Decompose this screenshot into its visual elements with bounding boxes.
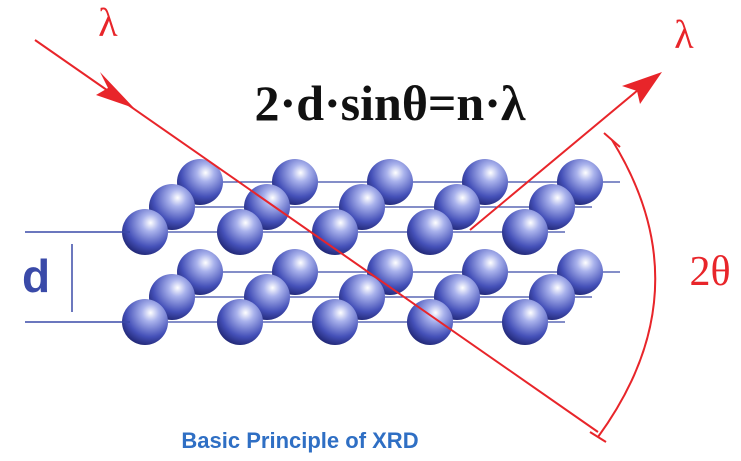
caption: Basic Principle of XRD <box>181 428 418 453</box>
atom <box>217 209 263 255</box>
atom <box>122 299 168 345</box>
atom <box>407 209 453 255</box>
spacing-label: d <box>22 250 50 302</box>
atom <box>122 209 168 255</box>
crystal-lattice <box>122 159 620 345</box>
spacing-bracket <box>25 231 130 323</box>
atom <box>407 299 453 345</box>
atom <box>502 209 548 255</box>
atom <box>217 299 263 345</box>
atom <box>312 209 358 255</box>
atom <box>502 299 548 345</box>
atom <box>312 299 358 345</box>
diffracted-arrow <box>622 72 662 104</box>
bragg-equation: 2·d·sinθ=n·λ <box>255 75 526 131</box>
incident-arrow <box>96 72 134 108</box>
angle-label: 2θ <box>689 249 730 295</box>
diffracted-lambda: λ <box>674 12 694 57</box>
incident-lambda: λ <box>98 0 118 45</box>
